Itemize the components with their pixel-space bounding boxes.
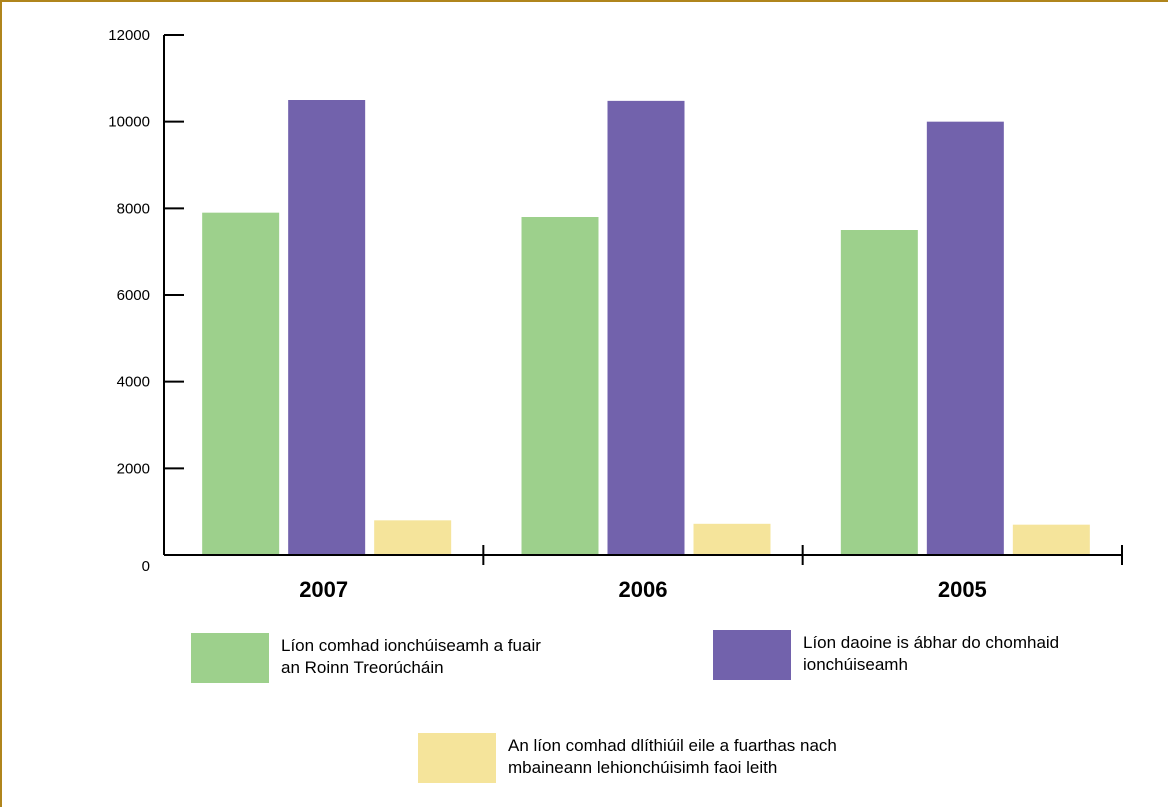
y-tick-label: 0 [142, 558, 150, 575]
bar-2007-series-2 [374, 520, 452, 554]
legend-label-line: mbaineann lehionchúisimh faoi leith [508, 758, 778, 777]
bar-2007-series-0 [202, 212, 280, 554]
legend-swatch-persons-subject [713, 630, 791, 680]
legend-label-line: Líon daoine is ábhar do chomhaid [803, 633, 1060, 652]
x-category-label: 2005 [938, 577, 987, 602]
bar-2006-series-2 [693, 523, 771, 554]
legend-label-persons-subject: Líon daoine is ábhar do chomhaid ionchúi… [803, 632, 1059, 676]
bar-2005-series-2 [1012, 524, 1090, 554]
legend-label-files-received: Líon comhad ionchúiseamh a fuair an Roin… [281, 635, 541, 679]
legend-label-line: Líon comhad ionchúiseamh a fuair [281, 636, 541, 655]
legend-swatch-files-received [191, 633, 269, 683]
bar-chart: 0 2000 4000 6000 8000 10000 12000 2007 2006 2005 [108, 27, 1123, 602]
x-category-label: 2006 [619, 577, 668, 602]
bar-2006-series-1 [607, 100, 685, 554]
y-tick-label: 8000 [117, 200, 150, 217]
legend-label-line: an Roinn Treorúcháin [281, 658, 444, 677]
x-category-label: 2007 [299, 577, 348, 602]
y-tick-label: 6000 [117, 287, 150, 304]
legend-label-other-legal-files: An líon comhad dlíthiúil eile a fuarthas… [508, 735, 837, 779]
bar-2007-series-1 [288, 100, 366, 554]
legend-item-other-legal-files: An líon comhad dlíthiúil eile a fuarthas… [418, 733, 837, 783]
legend-item-persons-subject: Líon daoine is ábhar do chomhaid ionchúi… [713, 630, 1059, 680]
legend-swatch-other-legal-files [418, 733, 496, 783]
legend-label-line: ionchúiseamh [803, 655, 908, 674]
y-tick-label: 12000 [108, 27, 150, 44]
bar-2006-series-0 [521, 217, 599, 554]
legend-item-files-received: Líon comhad ionchúiseamh a fuair an Roin… [191, 633, 541, 683]
legend-label-line: An líon comhad dlíthiúil eile a fuarthas… [508, 736, 837, 755]
bar-2005-series-0 [840, 230, 918, 554]
y-tick-label: 4000 [117, 374, 150, 391]
bar-2005-series-1 [926, 121, 1004, 555]
y-tick-label: 10000 [108, 114, 150, 131]
y-tick-label: 2000 [117, 460, 150, 477]
